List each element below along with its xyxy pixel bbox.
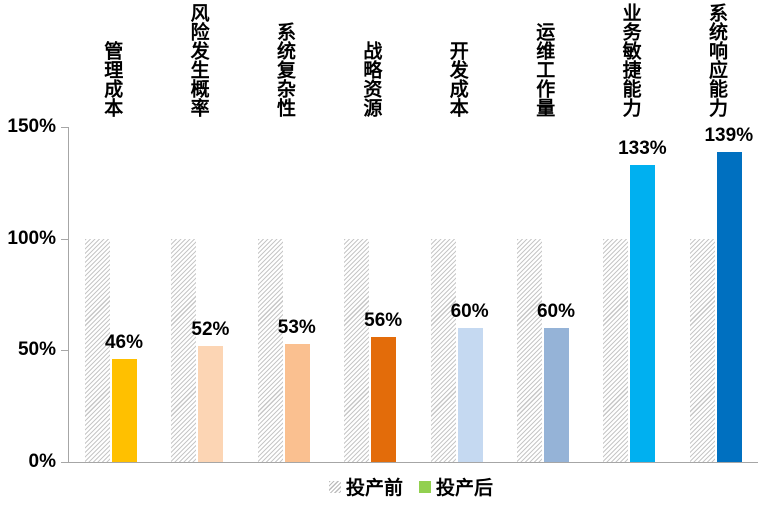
category-column: 管理成本 46% xyxy=(68,0,155,462)
legend-swatch-hatched xyxy=(328,480,341,493)
category-column: 业务敏捷能力 133% xyxy=(586,0,673,462)
legend-item-pre-production: 投产前 xyxy=(328,473,403,500)
category-label: 运维工作量 xyxy=(533,22,555,117)
y-tick-label: 50% xyxy=(17,339,56,361)
category-column: 系统响应能力 139% xyxy=(673,0,760,462)
category-column: 战略资源 56% xyxy=(327,0,414,462)
bar-post-production xyxy=(716,151,742,462)
category-label: 战略资源 xyxy=(360,41,382,117)
bar-pre-production xyxy=(344,238,370,462)
category-label: 风险发生概率 xyxy=(187,3,209,117)
bar-value-label: 52% xyxy=(191,318,230,340)
bar-value-label: 133% xyxy=(618,137,667,159)
category-label: 系统响应能力 xyxy=(705,3,727,117)
bar-post-production xyxy=(457,328,483,462)
bar-post-production xyxy=(630,164,656,462)
category-column: 风险发生概率 52% xyxy=(154,0,241,462)
legend-label-pre-production: 投产前 xyxy=(345,478,403,499)
legend-item-post-production: 投产后 xyxy=(419,473,493,500)
category-column: 系统复杂性 53% xyxy=(241,0,328,462)
bar-post-production xyxy=(371,336,397,462)
bar-value-label: 53% xyxy=(277,316,316,338)
bar-value-label: 46% xyxy=(104,332,144,354)
category-column: 开发成本 60% xyxy=(414,0,501,462)
bar-pre-production xyxy=(689,238,715,462)
y-axis-line xyxy=(68,127,69,463)
y-tick-mark xyxy=(61,238,68,240)
category-label: 开发成本 xyxy=(446,41,468,117)
category-label: 管理成本 xyxy=(101,41,123,117)
category-label: 业务敏捷能力 xyxy=(619,3,641,117)
bar-value-label: 139% xyxy=(704,124,754,146)
bar-pre-production xyxy=(430,238,456,462)
bar-post-production xyxy=(198,345,224,462)
y-tick-mark xyxy=(61,127,68,128)
x-axis-baseline xyxy=(68,462,758,463)
bar-pre-production xyxy=(257,238,283,462)
bar-value-label: 56% xyxy=(364,309,403,331)
bar-post-production xyxy=(112,359,137,462)
bar-value-label: 60% xyxy=(536,301,576,322)
bar-pre-production xyxy=(603,238,629,462)
bar-value-label: 60% xyxy=(450,301,489,322)
chart-legend: 投产前 投产后 xyxy=(28,473,766,500)
bar-pre-production xyxy=(171,238,197,462)
category-label: 系统复杂性 xyxy=(273,22,295,117)
legend-label-post-production: 投产后 xyxy=(436,478,494,499)
bar-post-production xyxy=(544,328,569,462)
y-tick-label: 150% xyxy=(7,116,56,137)
y-tick-label: 100% xyxy=(7,227,56,249)
legend-swatch-green xyxy=(419,480,431,493)
y-tick-label: 0% xyxy=(28,451,56,472)
bar-pre-production xyxy=(85,238,110,462)
y-tick-mark xyxy=(61,462,68,463)
y-tick-mark xyxy=(61,350,68,352)
category-column: 运维工作量 60% xyxy=(500,0,587,462)
bar-pre-production xyxy=(517,238,542,462)
bar-post-production xyxy=(284,343,310,462)
